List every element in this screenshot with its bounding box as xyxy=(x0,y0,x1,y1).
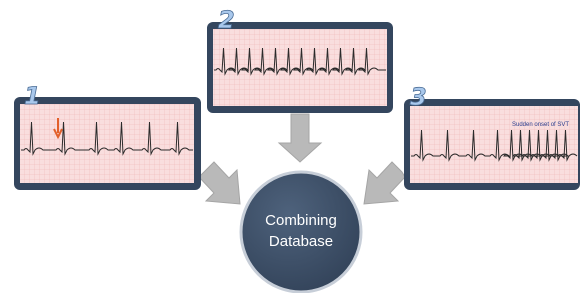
panel-3: Sudden onset of SVT 3 xyxy=(404,83,580,190)
arrow-left xyxy=(199,162,240,204)
center-label: Database xyxy=(269,233,333,250)
arrow-down xyxy=(279,114,321,162)
center-circle xyxy=(241,172,361,292)
panel-number: 1 xyxy=(24,82,41,110)
diagram: 1 2 Sudden onset of SVT 3 Combining Data… xyxy=(0,0,581,293)
annotation: Sudden onset of SVT xyxy=(512,122,569,128)
arrow-right xyxy=(364,162,405,204)
center-label: Combining xyxy=(265,212,337,229)
ecg-strip xyxy=(410,106,578,183)
panel-1: 1 xyxy=(14,82,201,190)
ecg-strip xyxy=(20,104,194,183)
panel-number: 3 xyxy=(410,83,427,111)
panel-2: 2 xyxy=(207,6,393,113)
panel-number: 2 xyxy=(218,6,235,34)
